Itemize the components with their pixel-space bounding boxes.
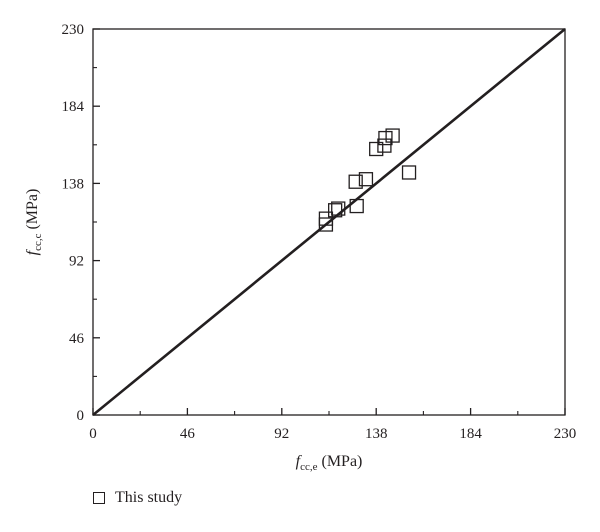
data-point-square bbox=[348, 174, 363, 189]
x-tick-label: 92 bbox=[274, 426, 289, 442]
y-tick-label: 138 bbox=[62, 176, 85, 192]
data-point-square bbox=[401, 165, 417, 180]
y-tick-label: 184 bbox=[62, 99, 85, 115]
legend-label: This study bbox=[115, 489, 183, 506]
x-tick-label: 46 bbox=[180, 426, 196, 442]
y-tick-label: 230 bbox=[62, 22, 85, 38]
x-tick-label: 230 bbox=[554, 426, 577, 442]
data-point-square bbox=[318, 211, 334, 226]
data-point-square bbox=[378, 130, 393, 146]
y-tick-label: 0 bbox=[77, 408, 85, 424]
x-tick-label: 138 bbox=[365, 426, 388, 442]
reference-line-y-equals-x bbox=[92, 27, 566, 417]
y-tick-label: 92 bbox=[69, 254, 84, 270]
data-point-square bbox=[349, 198, 364, 214]
legend: This study bbox=[93, 489, 182, 507]
data-point-square bbox=[328, 203, 343, 218]
data-point-square bbox=[331, 201, 346, 216]
data-point-square bbox=[385, 128, 400, 143]
data-point-square bbox=[358, 172, 374, 187]
legend-square-marker-icon bbox=[93, 492, 105, 504]
data-points bbox=[318, 128, 417, 232]
x-tick-label: 0 bbox=[89, 426, 97, 442]
y-axis-title: fcc,c (MPa) bbox=[24, 189, 44, 256]
data-point-square bbox=[377, 138, 392, 153]
data-point-square bbox=[369, 141, 384, 157]
x-tick-label: 184 bbox=[459, 426, 482, 442]
x-axis-title: fcc,e (MPa) bbox=[296, 453, 363, 473]
axis-tick-labels: 0 46 92 138 184 230 0 46 92 138 184 230 bbox=[62, 22, 577, 442]
y-tick-label: 46 bbox=[69, 331, 85, 347]
